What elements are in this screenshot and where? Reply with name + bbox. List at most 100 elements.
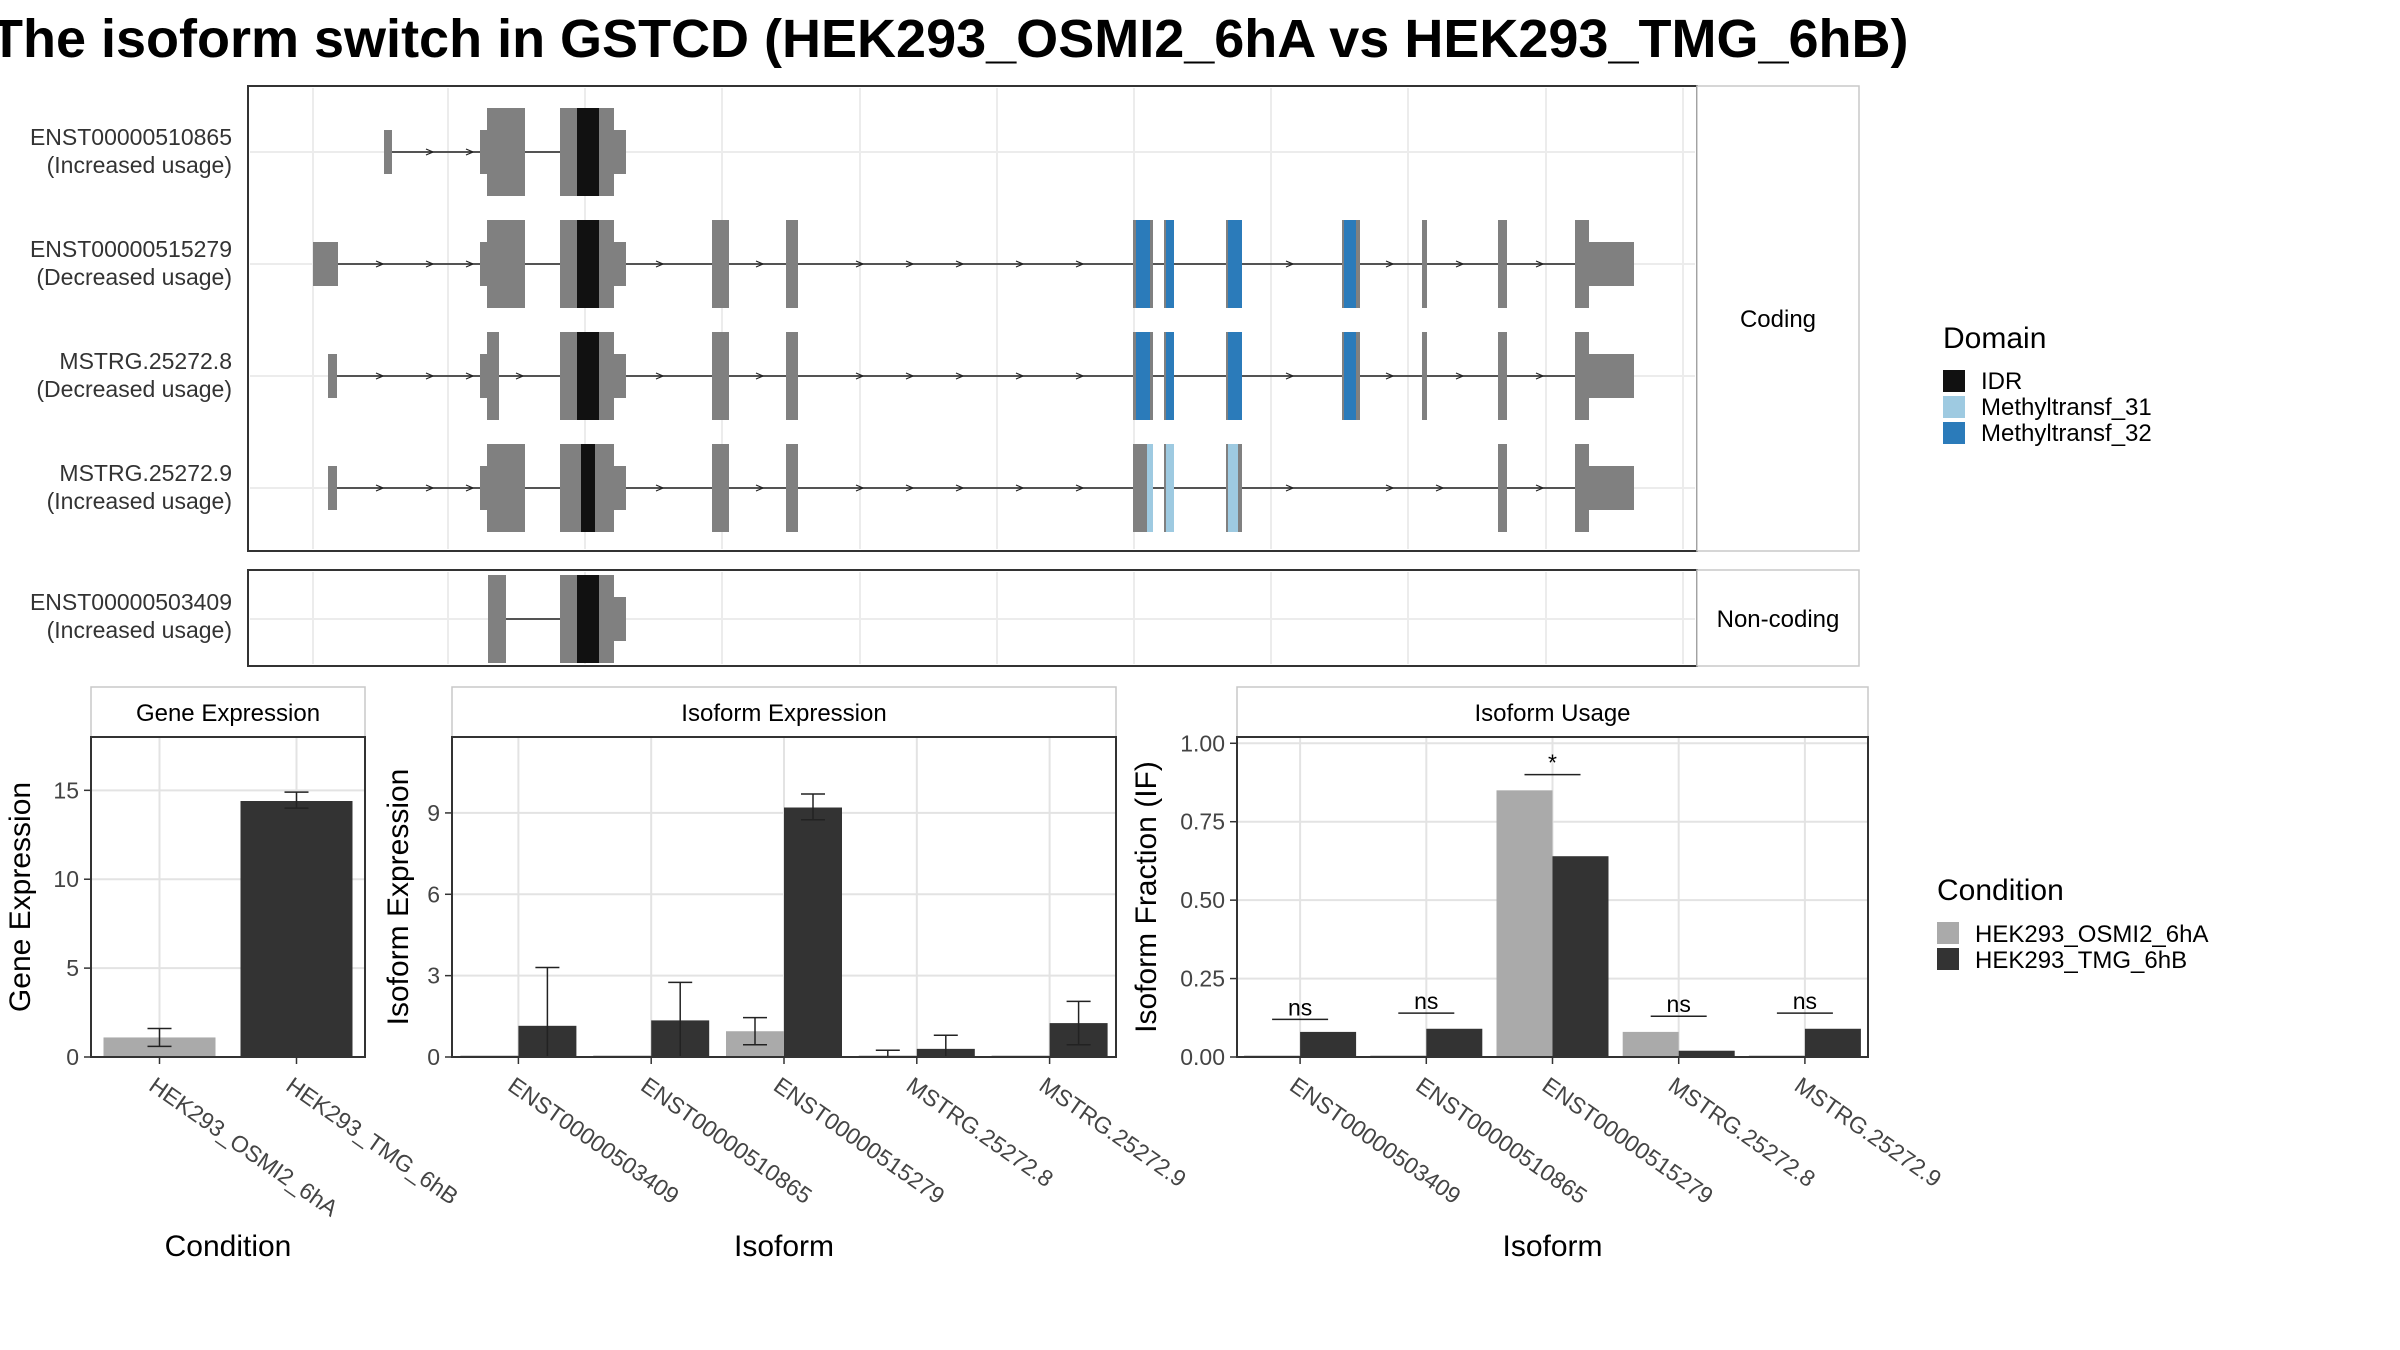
strand-arrow [1385,260,1395,268]
significance-label: ns [1667,991,1691,1017]
x-axis-title: Isoform [734,1230,834,1263]
exon-block [614,466,626,510]
plot-frame [90,736,366,1058]
strand-arrow [425,372,435,380]
strand-arrow [1535,484,1545,492]
domain-block [1136,220,1150,308]
isoform-label-5: ENST00000503409 [30,589,232,615]
isoform-note-3: (Decreased usage) [36,376,232,402]
isoform-usage-chart: Isoform Usage0.000.250.500.751.00ENST000… [1130,686,1946,1263]
strand-arrow [1535,372,1545,380]
strand-arrow [1075,260,1085,268]
strand-arrow [955,484,965,492]
strand-arrow [1455,260,1465,268]
exon-block [614,242,626,286]
y-tick-label: 0.50 [1180,887,1225,913]
isoform-label-1: ENST00000510865 [30,124,232,150]
panel-strip [1236,686,1869,738]
bar [240,801,353,1057]
strand-arrow [1075,484,1085,492]
exon-block [1589,242,1634,286]
coding-panel-frame [247,85,1698,552]
domain-block [1166,332,1174,420]
strand-arrow [425,484,435,492]
transcript-track-1 [384,108,626,196]
transcript-track-5 [488,575,626,663]
y-axis-title: Gene Expression [4,782,37,1012]
strand-arrow [755,372,765,380]
exon-block [313,242,338,286]
legend-label-methyltransf-31: Methyltransf_31 [1981,394,2152,421]
bar [1678,1050,1735,1057]
transcript-track-4 [328,444,1634,532]
panel-strip [90,686,366,738]
y-tick-label: 5 [66,955,79,981]
y-tick-label: 9 [427,800,440,826]
exon-block [786,220,798,308]
domain-block [1228,332,1242,420]
bar [1552,856,1609,1057]
strand-arrow [905,484,915,492]
strand-arrow [1285,372,1295,380]
domain-block [1166,220,1174,308]
x-axis-title: Isoform [1502,1230,1602,1263]
y-axis-title: Isoform Expression [382,769,415,1026]
y-axis-title: Isoform Fraction (IF) [1130,761,1163,1033]
plot-frame [451,736,1117,1058]
domain-block [1228,220,1242,308]
strand-arrow [755,484,765,492]
domain-block [1147,444,1153,532]
strand-arrow [1285,484,1295,492]
exon-block [1498,444,1507,532]
domain-block [1228,444,1238,532]
coding-strip [1696,85,1860,552]
strand-arrow [1455,372,1465,380]
strand-arrow [1015,260,1025,268]
legend-swatch-methyltransf-32 [1943,422,1965,444]
strand-arrow [1285,260,1295,268]
strand-arrow [465,484,475,492]
strand-arrow [1015,484,1025,492]
strand-arrow [375,372,385,380]
y-tick-label: 0.25 [1180,966,1225,992]
strand-arrow [425,260,435,268]
significance-label: ns [1414,988,1438,1014]
exon-block [786,444,798,532]
domain-block [1344,332,1356,420]
strand-arrow [1385,372,1395,380]
exon-block [786,332,798,420]
y-tick-label: 0.00 [1180,1044,1225,1070]
bar [1300,1031,1357,1057]
y-tick-label: 0 [427,1044,440,1070]
condition-legend-title: Condition [1937,874,2064,907]
domain-block [1344,220,1356,308]
transcript-track-2 [313,220,1634,308]
bar [784,807,842,1057]
isoform-expression-chart: Isoform Expression0369ENST00000503409ENS… [382,686,1191,1263]
strand-arrow [1535,260,1545,268]
strand-arrow [465,260,475,268]
x-axis-title: Condition [165,1230,292,1263]
exon-block [1498,332,1507,420]
exon-block [1575,220,1589,308]
strand-arrow [1015,372,1025,380]
isoform-note-5: (Increased usage) [47,617,232,643]
isoform-note-2: (Decreased usage) [36,264,232,290]
domain-block [577,332,599,420]
exon-block [1498,220,1507,308]
strand-arrow [655,484,665,492]
exon-block [1575,444,1589,532]
panel-title: Gene Expression [136,700,320,727]
exon-block [487,108,525,196]
isoform-note-4: (Increased usage) [47,488,232,514]
legend-label-cond-b: HEK293_TMG_6hB [1975,947,2187,974]
exon-block [480,130,488,174]
bar [1804,1028,1861,1057]
strand-arrow [955,372,965,380]
legend-swatch-cond-b [1937,948,1959,970]
strand-arrow [855,484,865,492]
exon-block [1422,220,1427,308]
legend-label-cond-a: HEK293_OSMI2_6hA [1975,921,2208,948]
strand-arrow [905,372,915,380]
